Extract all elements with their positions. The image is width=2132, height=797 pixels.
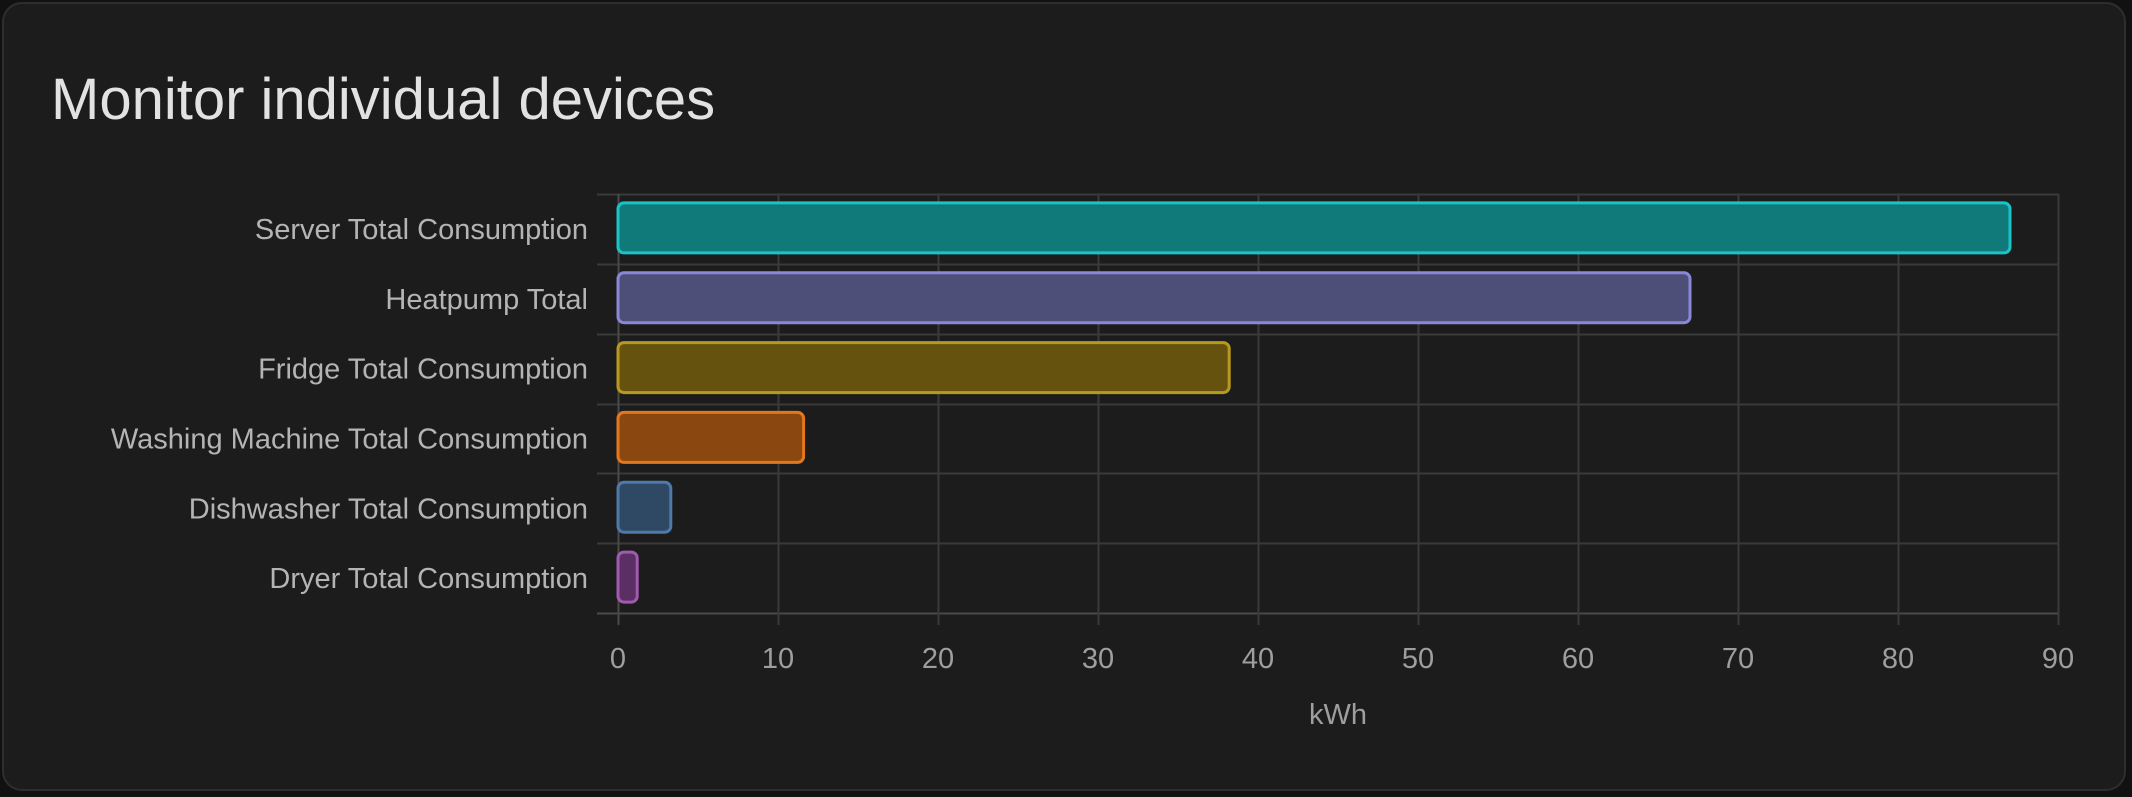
y-category-label: Server Total Consumption [255, 214, 588, 246]
x-tick-label: 0 [610, 643, 626, 675]
x-tick-label: 70 [1722, 643, 1754, 675]
x-tick-label: 20 [922, 643, 954, 675]
x-tick-label: 40 [1242, 643, 1274, 675]
x-tick-label: 50 [1402, 643, 1434, 675]
y-category-label: Fridge Total Consumption [258, 354, 588, 386]
card-title: Monitor individual devices [51, 67, 716, 132]
bar [616, 271, 1692, 325]
x-tick-label: 90 [2042, 643, 2074, 675]
y-category-label: Heatpump Total [385, 284, 588, 316]
bar [616, 410, 806, 464]
bar [616, 201, 2012, 255]
x-tick-label: 80 [1882, 643, 1914, 675]
x-axis-title: kWh [1309, 699, 1367, 731]
y-category-label: Dishwasher Total Consumption [189, 493, 588, 525]
x-tick-label: 60 [1562, 643, 1594, 675]
x-tick-label: 10 [762, 643, 794, 675]
y-category-label: Dryer Total Consumption [269, 563, 588, 595]
bar [616, 480, 673, 534]
x-tick-label: 30 [1082, 643, 1114, 675]
bar [616, 341, 1231, 395]
y-category-label: Washing Machine Total Consumption [111, 423, 588, 455]
bar [616, 550, 639, 604]
